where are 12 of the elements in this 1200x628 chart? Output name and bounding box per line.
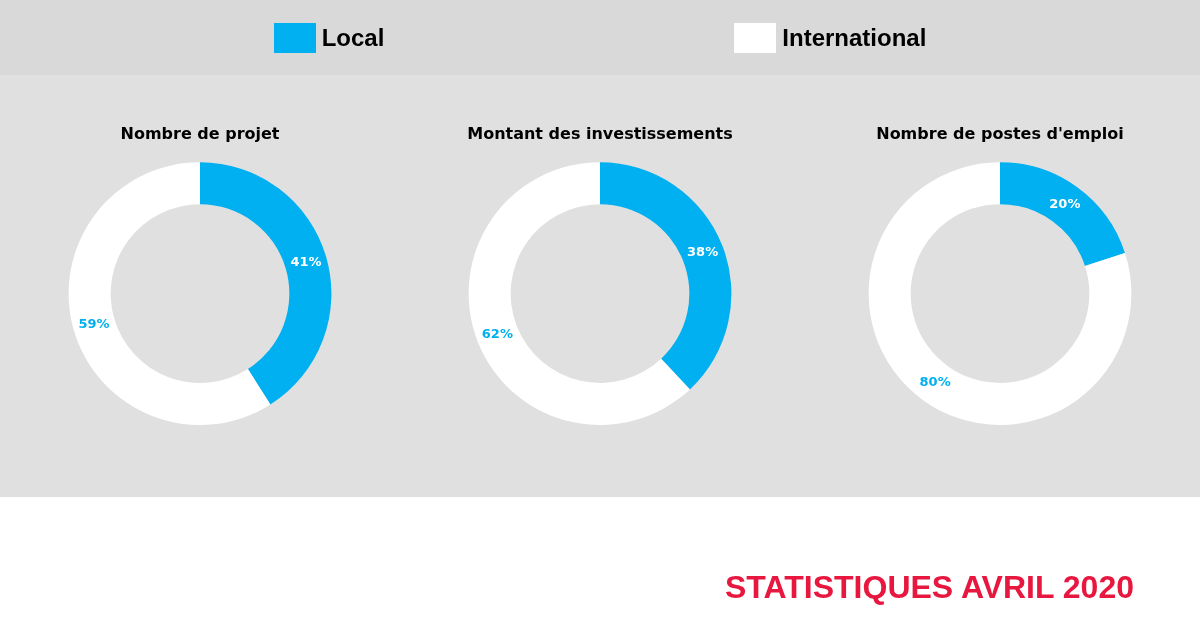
data-label: 59% <box>78 315 110 331</box>
data-label: 41% <box>290 254 322 270</box>
data-label: 62% <box>481 325 513 341</box>
legend-label: International <box>782 23 927 52</box>
text: STATISTIQUES AVRIL 2020 <box>725 569 1134 606</box>
chart-title: Montant des investissements <box>467 123 733 143</box>
data-label: 80% <box>919 374 951 390</box>
text: Nombre de projet <box>120 123 280 143</box>
legend-label: Local <box>321 23 385 52</box>
chart-title: Nombre de postes d'emploi <box>876 123 1124 143</box>
data-label: 20% <box>1049 195 1081 211</box>
data-label: 38% <box>687 244 719 260</box>
